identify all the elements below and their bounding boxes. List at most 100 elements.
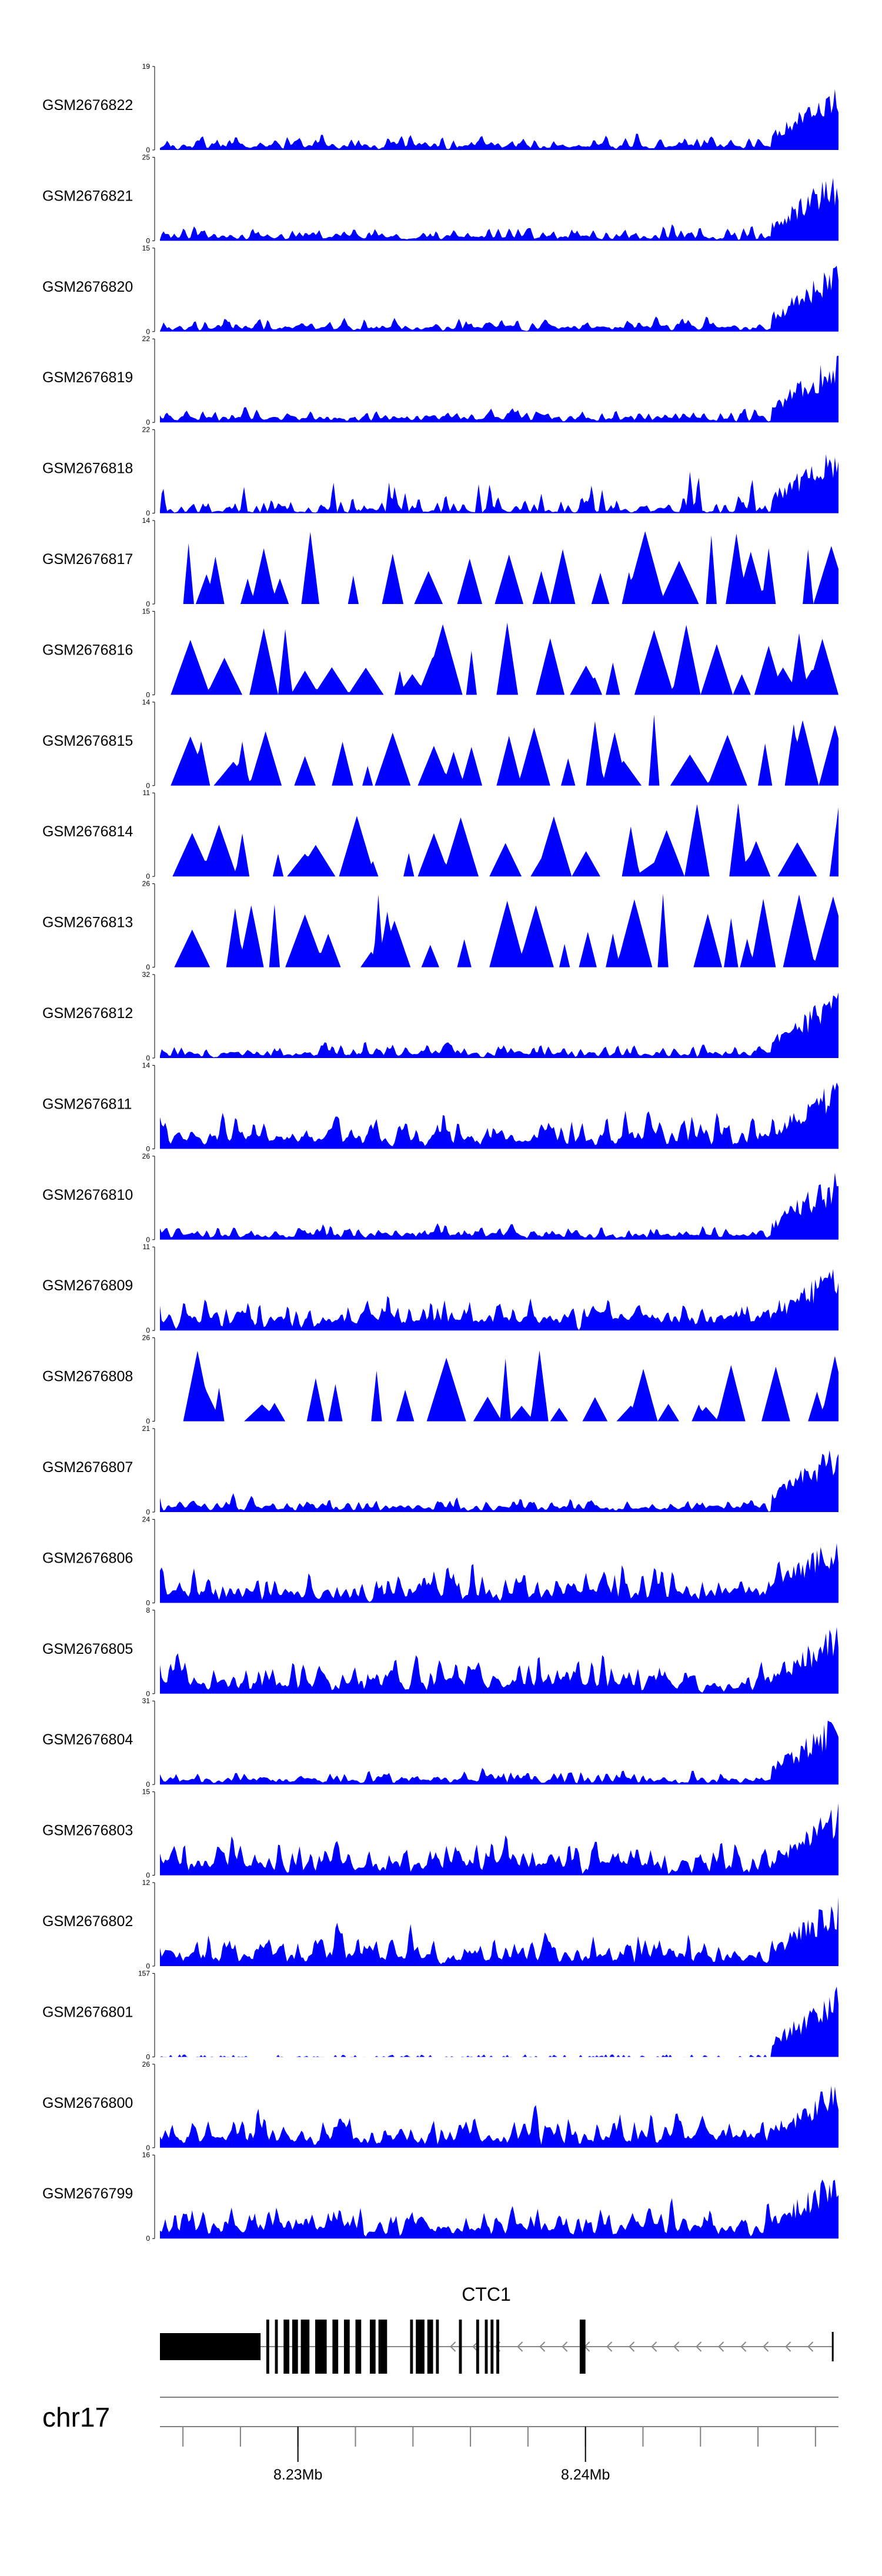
track-label-GSM2676816: GSM2676816 xyxy=(42,642,133,658)
track-ymax-label: 26 xyxy=(142,1334,151,1342)
track-ymin-label: 0 xyxy=(146,236,150,245)
track-ymax-label: 14 xyxy=(142,1061,151,1069)
strand-arrow xyxy=(472,2341,479,2352)
track-ymax-label: 26 xyxy=(142,880,151,888)
track-label-GSM2676822: GSM2676822 xyxy=(42,97,133,114)
gene-exon xyxy=(490,2320,494,2374)
track-ymin-label: 0 xyxy=(146,146,150,154)
strand-arrow xyxy=(763,2341,769,2352)
coverage-area-GSM2676807 xyxy=(160,1450,838,1512)
strand-arrow xyxy=(517,2341,523,2352)
track-ymax-label: 26 xyxy=(142,1152,151,1160)
track-ymax-label: 15 xyxy=(142,607,151,615)
coverage-area-GSM2676820 xyxy=(160,265,838,332)
track-ymax-label: 19 xyxy=(142,62,151,71)
track-label-GSM2676800: GSM2676800 xyxy=(42,2095,133,2111)
track-ymin-label: 0 xyxy=(146,1326,150,1334)
track-ymin-label: 0 xyxy=(146,1599,150,1607)
coverage-area-GSM2676816 xyxy=(160,622,838,695)
track-ymin-label: 0 xyxy=(146,1144,150,1153)
strand-arrow xyxy=(651,2341,657,2352)
gene-exon xyxy=(266,2320,269,2374)
track-ymax-label: 31 xyxy=(142,1697,151,1705)
gene-exon xyxy=(283,2320,290,2374)
track-ymax-label: 22 xyxy=(142,335,151,343)
track-label-GSM2676812: GSM2676812 xyxy=(42,1005,133,1022)
strand-arrow xyxy=(606,2341,613,2352)
coverage-area-GSM2676822 xyxy=(160,89,838,150)
track-label-GSM2676818: GSM2676818 xyxy=(42,461,133,477)
track-ymin-label: 0 xyxy=(146,1054,150,1062)
track-label-GSM2676799: GSM2676799 xyxy=(42,2185,133,2202)
coverage-area-GSM2676803 xyxy=(160,1803,838,1876)
coverage-area-GSM2676814 xyxy=(160,803,838,877)
track-ymax-label: 15 xyxy=(142,1788,151,1796)
coverage-area-GSM2676821 xyxy=(160,178,838,241)
track-label-GSM2676811: GSM2676811 xyxy=(42,1096,132,1112)
track-ymin-label: 0 xyxy=(146,1236,150,1244)
gene-exon xyxy=(332,2320,339,2374)
track-ymax-label: 11 xyxy=(143,1243,151,1251)
track-ymin-label: 0 xyxy=(146,2144,150,2152)
gene-exon xyxy=(315,2320,327,2374)
track-label-GSM2676805: GSM2676805 xyxy=(42,1641,133,1657)
coverage-area-GSM2676815 xyxy=(160,714,838,786)
strand-arrow xyxy=(740,2341,747,2352)
gene-exon xyxy=(496,2320,499,2374)
track-label-GSM2676813: GSM2676813 xyxy=(42,915,133,931)
coverage-area-GSM2676810 xyxy=(160,1172,838,1240)
strand-arrow xyxy=(539,2341,546,2352)
coverage-area-GSM2676817 xyxy=(160,531,838,604)
track-ymax-label: 32 xyxy=(142,970,151,979)
coverage-area-GSM2676800 xyxy=(160,2086,838,2148)
track-ymax-label: 25 xyxy=(142,153,151,161)
track-label-GSM2676808: GSM2676808 xyxy=(42,1369,133,1385)
gene-exon xyxy=(476,2320,479,2374)
track-label-GSM2676819: GSM2676819 xyxy=(42,369,133,386)
coverage-area-GSM2676819 xyxy=(160,355,838,423)
coverage-area-GSM2676809 xyxy=(160,1269,838,1331)
track-label-GSM2676809: GSM2676809 xyxy=(42,1277,133,1294)
track-ymin-label: 0 xyxy=(146,1962,150,1970)
gene-exon xyxy=(369,2320,376,2374)
track-label-GSM2676802: GSM2676802 xyxy=(42,1913,133,1930)
strand-arrow xyxy=(696,2341,702,2352)
track-ymax-label: 21 xyxy=(142,1424,151,1433)
track-label-GSM2676804: GSM2676804 xyxy=(42,1731,133,1748)
strand-arrow xyxy=(450,2341,456,2352)
track-ymax-label: 26 xyxy=(142,2060,151,2068)
track-ymin-label: 0 xyxy=(146,509,150,518)
track-ymin-label: 0 xyxy=(146,1871,150,1880)
coverage-area-GSM2676813 xyxy=(160,893,838,967)
track-ymin-label: 0 xyxy=(146,600,150,608)
coverage-area-GSM2676801 xyxy=(160,1986,838,2057)
gene-exon xyxy=(160,2333,261,2360)
track-label-GSM2676815: GSM2676815 xyxy=(42,733,133,749)
coverage-area-GSM2676804 xyxy=(160,1720,838,1785)
gene-name-label: CTC1 xyxy=(462,2284,511,2305)
gene-exon xyxy=(343,2320,350,2374)
track-ymax-label: 157 xyxy=(138,1969,150,1977)
track-ymax-label: 24 xyxy=(142,1515,151,1523)
genome-axis-tick-label: 8.24Mb xyxy=(561,2467,610,2483)
coverage-area-GSM2676811 xyxy=(160,1082,838,1149)
track-ymax-label: 22 xyxy=(142,426,151,434)
track-ymin-label: 0 xyxy=(146,418,150,426)
track-ymin-label: 0 xyxy=(146,872,150,880)
track-label-GSM2676806: GSM2676806 xyxy=(42,1550,133,1566)
track-ymin-label: 0 xyxy=(146,2234,150,2243)
track-label-GSM2676807: GSM2676807 xyxy=(42,1459,133,1476)
gene-exon xyxy=(355,2320,362,2374)
strand-arrow xyxy=(629,2341,635,2352)
coverage-area-GSM2676799 xyxy=(160,2179,838,2239)
strand-arrow xyxy=(785,2341,791,2352)
gene-exon xyxy=(485,2320,488,2374)
track-ymin-label: 0 xyxy=(146,1417,150,1426)
track-label-GSM2676821: GSM2676821 xyxy=(42,188,133,204)
track-ymax-label: 8 xyxy=(146,1606,150,1614)
track-label-GSM2676801: GSM2676801 xyxy=(42,2004,133,2020)
gene-exon xyxy=(275,2320,278,2374)
track-ymin-label: 0 xyxy=(146,1690,150,1698)
